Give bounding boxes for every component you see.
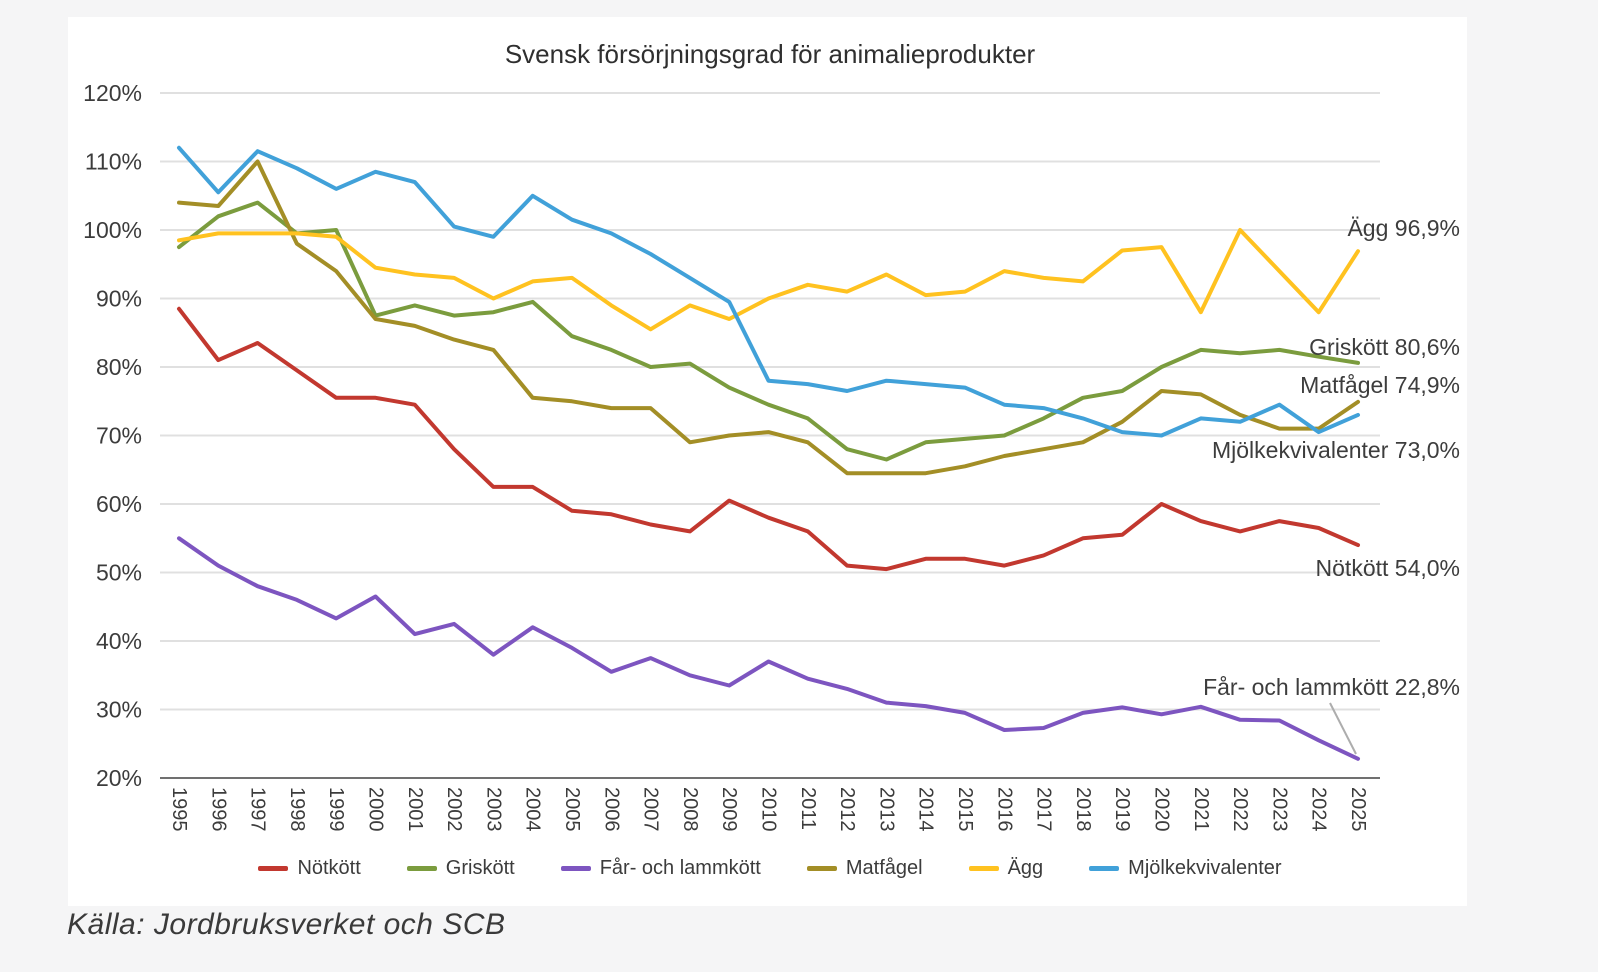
legend-label-notkott: Nötkött — [297, 856, 361, 879]
legend-item-matfagel: Matfågel — [806, 856, 923, 880]
series-line-mjolkekvivalenter — [177, 145, 1360, 438]
x-axis-tick-label: 2025 — [1347, 787, 1369, 832]
series-end-label-agg: Ägg 96,9% — [1347, 215, 1460, 241]
x-axis-tick-label: 2003 — [482, 787, 504, 832]
legend-swatch-agg — [968, 865, 999, 871]
x-axis-tick-label: 2020 — [1151, 787, 1173, 832]
y-axis-tick-label: 70% — [96, 423, 142, 449]
series-end-label-notkott: Nötkött 54,0% — [1315, 555, 1460, 581]
series-line-agg — [177, 228, 1360, 332]
y-axis-tick-label: 30% — [96, 697, 142, 723]
legend-swatch-notkott — [258, 865, 289, 871]
legend-label-griskott: Griskött — [445, 856, 515, 879]
y-axis-tick-label: 90% — [96, 286, 142, 312]
legend-item-agg: Ägg — [968, 856, 1044, 880]
x-axis-tick-label: 1999 — [325, 787, 347, 832]
y-axis-tick-label: 20% — [96, 765, 142, 791]
series-line-griskott — [177, 200, 1360, 462]
legend-item-griskott: Griskött — [406, 856, 515, 880]
y-axis-tick-label: 80% — [96, 354, 142, 380]
y-axis-tick-label: 120% — [83, 80, 142, 106]
x-axis-tick-label: 2017 — [1033, 787, 1055, 832]
x-axis-tick-label: 2014 — [915, 787, 937, 832]
x-axis-tick-label: 2010 — [758, 787, 780, 832]
x-axis-tick-label: 2008 — [679, 787, 701, 832]
x-axis-tick-label: 2006 — [600, 787, 622, 832]
x-axis-tick-label: 2007 — [640, 787, 662, 832]
legend-label-far-och-lammkott: Får- och lammkött — [599, 856, 761, 879]
x-axis-tick-label: 2004 — [522, 787, 544, 832]
series-end-label-far-och-lammkott: Får- och lammkött 22,8% — [1203, 674, 1460, 700]
x-axis-tick-label: 2011 — [797, 787, 819, 830]
x-axis-tick-label: 2005 — [561, 787, 583, 832]
y-axis-tick-label: 110% — [85, 149, 142, 175]
legend: Nötkött Griskött Får- och lammkött Matfågel… — [160, 853, 1380, 883]
x-axis-tick-label: 2022 — [1229, 787, 1251, 832]
legend-label-matfagel: Matfågel — [845, 856, 923, 879]
legend-swatch-matfagel — [806, 865, 837, 871]
legend-label-agg: Ägg — [1007, 856, 1044, 879]
chart-panel: Svensk försörjningsgrad för animalieprod… — [68, 17, 1467, 906]
chart-plot: 120% 110% 100% 90% 80% 70% 60% 50% 40% 30% 20% 1995… — [83, 80, 1380, 832]
x-axis-tick-label: 2012 — [836, 787, 858, 832]
source-caption: Källa: Jordbruksverket och SCB — [67, 908, 506, 941]
y-axis-tick-label: 60% — [96, 491, 142, 517]
x-axis-tick-label: 2013 — [875, 787, 897, 832]
x-axis-tick-label: 1998 — [286, 787, 308, 832]
x-axis-tick-label: 1995 — [168, 787, 190, 832]
x-axis-tick-label: 1997 — [247, 787, 269, 832]
x-axis-tick-label: 2002 — [443, 787, 465, 832]
x-axis-tick-label: 2016 — [993, 787, 1015, 832]
legend-swatch-griskott — [406, 865, 437, 871]
leader-line — [1329, 702, 1357, 755]
series-line-far-och-lammkott — [177, 536, 1360, 761]
x-axis-tick-label: 2000 — [365, 787, 387, 832]
legend-swatch-far-och-lammkott — [560, 865, 591, 871]
x-axis-tick-label: 2018 — [1072, 787, 1094, 832]
x-axis-tick-label: 2024 — [1308, 787, 1330, 832]
legend-item-notkott: Nötkött — [258, 856, 361, 880]
legend-item-mjolkekvivalenter: Mjölkekvivalenter — [1089, 856, 1282, 880]
y-axis-tick-label: 100% — [83, 217, 142, 243]
x-axis-tick-label: 2023 — [1268, 787, 1290, 832]
legend-label-mjolkekvivalenter: Mjölkekvivalenter — [1128, 856, 1282, 879]
series-end-label-matfagel: Matfågel 74,9% — [1300, 372, 1460, 398]
series-line-notkott — [177, 306, 1360, 572]
chart-title: Svensk försörjningsgrad för animalieprod… — [504, 39, 1036, 69]
series-line-matfagel — [177, 159, 1360, 476]
series-end-label-mjolkekvivalenter: Mjölkekvivalenter 73,0% — [1211, 437, 1460, 463]
x-axis-tick-label: 2015 — [954, 787, 976, 832]
x-axis-tick-label: 1996 — [207, 787, 229, 832]
x-axis-tick-label: 2021 — [1190, 787, 1212, 832]
legend-item-far-och-lammkott: Får- och lammkött — [560, 856, 761, 880]
x-axis-tick-label: 2001 — [404, 787, 426, 832]
y-axis-tick-label: 40% — [96, 628, 142, 654]
x-axis-tick-label: 2019 — [1111, 787, 1133, 832]
series-end-label-griskott: Griskött 80,6% — [1309, 334, 1460, 360]
y-axis-tick-label: 50% — [96, 560, 142, 586]
x-axis-tick-label: 2009 — [718, 787, 740, 832]
legend-swatch-mjolkekvivalenter — [1089, 865, 1120, 871]
